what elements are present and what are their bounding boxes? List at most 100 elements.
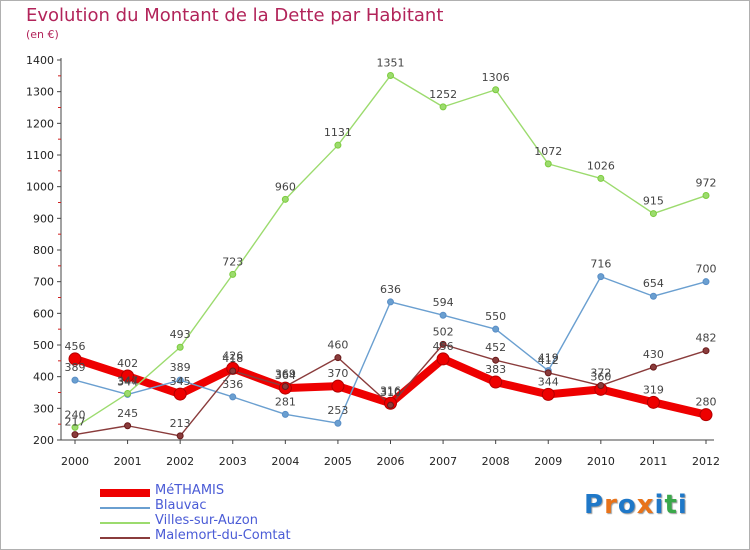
- x-tick-label: 2003: [219, 455, 247, 468]
- data-label: 915: [643, 195, 664, 208]
- data-point: [229, 367, 237, 375]
- data-point: [229, 270, 237, 278]
- data-label: 456: [433, 340, 454, 353]
- x-tick-label: 2007: [429, 455, 457, 468]
- y-tick-label: 1300: [26, 86, 54, 99]
- data-label: 594: [433, 296, 454, 309]
- data-label: 502: [433, 325, 454, 338]
- data-label: 1252: [429, 88, 457, 101]
- data-label: 972: [696, 177, 717, 190]
- data-label: 452: [485, 341, 506, 354]
- data-label: 213: [170, 417, 191, 430]
- data-point: [439, 340, 447, 348]
- data-label: 402: [117, 357, 138, 370]
- data-label: 310: [380, 386, 401, 399]
- legend-swatch: [100, 537, 150, 539]
- data-label: 281: [275, 395, 296, 408]
- data-label: 245: [117, 407, 138, 420]
- data-point: [71, 376, 79, 384]
- data-label: 364: [275, 369, 296, 382]
- legend-swatch: [100, 507, 150, 509]
- data-label: 316: [380, 384, 401, 397]
- data-point: [597, 382, 605, 390]
- y-tick-label: 400: [33, 371, 54, 384]
- data-point: [489, 375, 503, 389]
- chart-title: Evolution du Montant de la Dette par Hab…: [26, 5, 444, 26]
- data-label: 240: [65, 408, 86, 421]
- data-point: [334, 141, 342, 149]
- x-tick-label: 2008: [482, 455, 510, 468]
- data-point: [492, 356, 500, 364]
- data-labels: 456 402 345 426 364 370 316 456 383 344 360 319 280 3…: [65, 57, 717, 430]
- data-point: [124, 389, 132, 397]
- data-label: 654: [643, 277, 664, 290]
- legend-label: Malemort-du-Comtat: [155, 528, 291, 543]
- x-tick-label: 2010: [587, 455, 615, 468]
- y-tick-label: 1400: [26, 54, 54, 67]
- data-point: [492, 86, 500, 94]
- data-point: [649, 210, 657, 218]
- data-point: [702, 347, 710, 355]
- data-label: 430: [643, 348, 664, 361]
- data-label: 550: [485, 310, 506, 323]
- data-point: [124, 422, 132, 430]
- data-label: 493: [170, 328, 191, 341]
- data-point: [597, 273, 605, 281]
- data-label: 426: [222, 349, 243, 362]
- x-tick-label: 2001: [114, 455, 142, 468]
- data-point: [492, 325, 500, 333]
- data-point: [541, 387, 555, 401]
- legend-label: MéTHAMIS: [155, 483, 225, 498]
- data-label: 636: [380, 283, 401, 296]
- data-point: [229, 393, 237, 401]
- x-tick-label: 2005: [324, 455, 352, 468]
- data-point: [702, 192, 710, 200]
- data-label: 383: [485, 363, 506, 376]
- data-point: [68, 352, 82, 366]
- data-label: 456: [65, 340, 86, 353]
- data-point: [71, 431, 79, 439]
- x-tick-label: 2011: [639, 455, 667, 468]
- data-label: 723: [222, 255, 243, 268]
- y-tick-label: 1000: [26, 181, 54, 194]
- data-point: [387, 401, 394, 409]
- data-point: [597, 174, 605, 182]
- y-tick-label: 700: [33, 276, 54, 289]
- proxiti-logo: Proxiti: [584, 490, 688, 520]
- data-label: 253: [327, 404, 348, 417]
- data-point: [646, 395, 660, 409]
- data-label: 345: [170, 375, 191, 388]
- x-tick-label: 2009: [534, 455, 562, 468]
- legend-swatch: [100, 489, 150, 497]
- data-point: [649, 363, 657, 371]
- data-label: 716: [590, 258, 611, 271]
- axes: 200 300 400 500 600 700 800 900 1000 1100 1200 1300…: [26, 54, 720, 468]
- series-lines: [68, 72, 713, 440]
- data-point: [649, 292, 657, 300]
- data-label: 389: [65, 361, 86, 374]
- data-label: 419: [538, 352, 559, 365]
- data-point: [281, 410, 289, 418]
- x-tick-label: 2002: [166, 455, 194, 468]
- x-tick-label: 2004: [271, 455, 299, 468]
- data-label: 370: [327, 367, 348, 380]
- data-point: [439, 311, 447, 319]
- y-tick-label: 600: [33, 307, 54, 320]
- y-tick-label: 800: [33, 244, 54, 257]
- data-point: [387, 298, 394, 306]
- y-tick-label: 1100: [26, 149, 54, 162]
- data-point: [544, 160, 552, 168]
- y-tick-label: 1200: [26, 117, 54, 130]
- legend-label: Villes-sur-Auzon: [155, 513, 258, 528]
- legend-swatch: [100, 522, 150, 524]
- data-point: [176, 432, 184, 440]
- data-point: [121, 369, 135, 383]
- y-tick-label: 900: [33, 212, 54, 225]
- data-label: 460: [327, 339, 348, 352]
- data-label: 1072: [534, 145, 562, 158]
- y-tick-label: 500: [33, 339, 54, 352]
- legend-label: Blauvac: [155, 498, 207, 513]
- data-point: [281, 195, 289, 203]
